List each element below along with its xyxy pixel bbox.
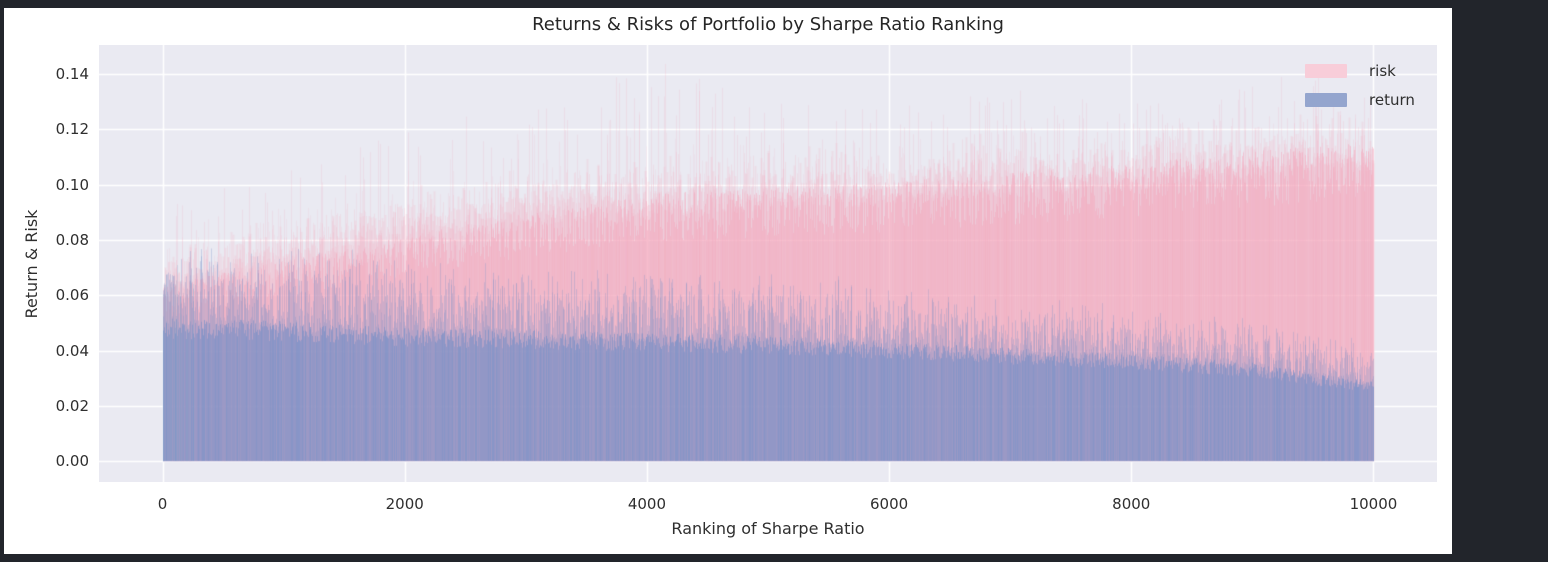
y-axis-label: Return & Risk	[22, 209, 41, 319]
y-tick-label: 0.08	[55, 231, 89, 249]
y-tick-label: 0.00	[55, 452, 89, 471]
x-tick-label: 8000	[1112, 495, 1151, 513]
x-tick-label: 10000	[1349, 495, 1398, 513]
y-tick-label: 0.02	[55, 396, 89, 415]
legend-swatch-risk	[1305, 64, 1347, 78]
y-tick-label: 0.06	[55, 286, 89, 305]
x-tick-label: 0	[157, 495, 168, 513]
legend-entry-risk: risk	[1305, 61, 1415, 81]
y-tick-label: 0.12	[55, 120, 89, 139]
chart-title: Returns & Risks of Portfolio by Sharpe R…	[532, 14, 1004, 35]
plot-area: risk return 0 2000 4000 6000 8000 10000 0.00 0.…	[56, 45, 1437, 513]
y-tick-label: 0.04	[55, 341, 89, 360]
legend-label: return	[1369, 91, 1415, 109]
x-tick-label: 6000	[869, 495, 909, 513]
x-tick-label: 4000	[627, 495, 666, 513]
y-tick-label: 0.14	[55, 65, 89, 84]
legend-label: risk	[1369, 62, 1396, 80]
legend-swatch-return	[1305, 93, 1347, 107]
chart-canvas	[99, 45, 1437, 482]
y-tick-label: 0.10	[55, 175, 89, 194]
matplotlib-figure: Returns & Risks of Portfolio by Sharpe R…	[4, 8, 1452, 554]
x-tick-label: 2000	[385, 495, 424, 513]
legend: risk return	[1305, 61, 1415, 119]
legend-entry-return: return	[1305, 90, 1415, 110]
x-axis-label: Ranking of Sharpe Ratio	[671, 519, 865, 538]
